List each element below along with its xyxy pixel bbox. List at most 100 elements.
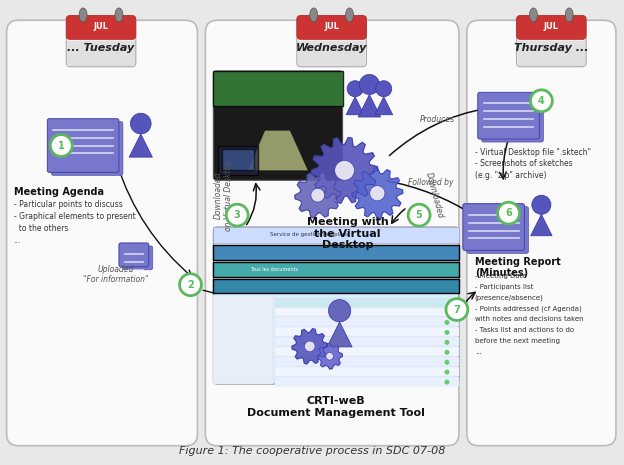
- FancyBboxPatch shape: [467, 206, 529, 253]
- FancyBboxPatch shape: [119, 243, 149, 267]
- FancyBboxPatch shape: [67, 41, 135, 66]
- Circle shape: [180, 274, 202, 296]
- Circle shape: [334, 160, 354, 180]
- Circle shape: [530, 90, 552, 112]
- Text: Figure 1: The cooperative process in SDC 07-08: Figure 1: The cooperative process in SDC…: [178, 445, 445, 456]
- Text: to the others: to the others: [14, 224, 68, 233]
- Ellipse shape: [529, 8, 537, 22]
- Circle shape: [408, 204, 430, 226]
- Polygon shape: [295, 173, 341, 218]
- Text: Downloaded
on Virtual Desktop: Downloaded on Virtual Desktop: [213, 160, 233, 231]
- Ellipse shape: [115, 8, 123, 22]
- Text: (presence/absence): (presence/absence): [475, 295, 544, 301]
- Text: ...: ...: [14, 236, 21, 245]
- Polygon shape: [530, 214, 552, 236]
- FancyBboxPatch shape: [218, 146, 258, 175]
- FancyBboxPatch shape: [222, 148, 254, 170]
- Polygon shape: [346, 97, 364, 115]
- Circle shape: [498, 202, 520, 224]
- Text: JUL: JUL: [544, 22, 559, 32]
- Circle shape: [227, 204, 248, 226]
- Text: with notes and decisions taken: with notes and decisions taken: [475, 317, 583, 323]
- FancyBboxPatch shape: [517, 41, 585, 66]
- Circle shape: [444, 330, 449, 335]
- FancyBboxPatch shape: [482, 95, 544, 142]
- Polygon shape: [292, 329, 328, 364]
- Circle shape: [51, 134, 72, 156]
- Text: before the next meeting: before the next meeting: [475, 339, 560, 345]
- Text: - Particular points to discuss: - Particular points to discuss: [14, 200, 122, 209]
- Text: Produces: Produces: [419, 115, 454, 124]
- Circle shape: [326, 352, 333, 360]
- Text: - Tasks list and actions to do: - Tasks list and actions to do: [475, 327, 574, 333]
- FancyBboxPatch shape: [275, 357, 459, 366]
- Text: - Screenshots of sketches: - Screenshots of sketches: [475, 159, 572, 168]
- FancyBboxPatch shape: [517, 15, 586, 40]
- Polygon shape: [317, 344, 343, 369]
- FancyBboxPatch shape: [517, 15, 586, 67]
- Text: Meeting Agenda: Meeting Agenda: [14, 187, 104, 197]
- Text: 4: 4: [538, 96, 545, 106]
- Text: (e.g. "zip" archive): (e.g. "zip" archive): [475, 172, 546, 180]
- FancyBboxPatch shape: [297, 15, 366, 67]
- FancyBboxPatch shape: [467, 20, 616, 446]
- Text: 5: 5: [416, 210, 422, 220]
- FancyBboxPatch shape: [463, 204, 525, 250]
- Text: - Points addressed (cf Agenda): - Points addressed (cf Agenda): [475, 306, 582, 312]
- Circle shape: [370, 186, 385, 201]
- FancyBboxPatch shape: [275, 338, 459, 346]
- Text: - Virtual Desktop file ".sktech": - Virtual Desktop file ".sktech": [475, 147, 591, 157]
- Text: 6: 6: [505, 208, 512, 218]
- FancyBboxPatch shape: [123, 246, 153, 270]
- FancyBboxPatch shape: [275, 347, 459, 356]
- Ellipse shape: [346, 8, 354, 22]
- FancyBboxPatch shape: [275, 318, 459, 326]
- Circle shape: [446, 299, 468, 320]
- FancyBboxPatch shape: [213, 279, 459, 292]
- Circle shape: [532, 195, 551, 214]
- FancyBboxPatch shape: [275, 307, 459, 317]
- FancyBboxPatch shape: [51, 122, 123, 175]
- Circle shape: [130, 113, 151, 134]
- Circle shape: [444, 370, 449, 375]
- Ellipse shape: [79, 8, 87, 22]
- Circle shape: [444, 360, 449, 365]
- Circle shape: [444, 350, 449, 355]
- Text: JUL: JUL: [94, 22, 109, 32]
- Text: Tous les documents: Tous les documents: [250, 267, 298, 272]
- Text: CRTI-weB
Document Management Tool: CRTI-weB Document Management Tool: [246, 396, 424, 418]
- FancyBboxPatch shape: [47, 119, 119, 173]
- FancyBboxPatch shape: [275, 367, 459, 376]
- Polygon shape: [248, 131, 308, 170]
- FancyBboxPatch shape: [213, 295, 273, 384]
- Circle shape: [305, 341, 315, 352]
- Polygon shape: [311, 138, 378, 203]
- Text: Service de gestion des plans: Service de gestion des plans: [270, 232, 349, 238]
- Text: - Participants list: - Participants list: [475, 284, 533, 290]
- Text: Thursday ...: Thursday ...: [514, 43, 588, 53]
- Text: 7: 7: [454, 305, 461, 314]
- Polygon shape: [374, 97, 392, 115]
- FancyBboxPatch shape: [213, 227, 459, 384]
- FancyBboxPatch shape: [205, 20, 459, 446]
- FancyBboxPatch shape: [66, 15, 136, 40]
- Polygon shape: [352, 168, 403, 219]
- Text: - Graphical elements to present: - Graphical elements to present: [14, 212, 135, 221]
- FancyBboxPatch shape: [298, 41, 366, 66]
- Text: - Meeting Date: - Meeting Date: [475, 273, 527, 279]
- FancyBboxPatch shape: [213, 245, 459, 260]
- Text: Downloaded: Downloaded: [424, 171, 444, 219]
- Text: 1: 1: [58, 140, 65, 151]
- Polygon shape: [327, 322, 352, 347]
- FancyBboxPatch shape: [213, 71, 343, 106]
- Ellipse shape: [310, 8, 318, 22]
- Text: Meeting with
the Virtual
Desktop: Meeting with the Virtual Desktop: [306, 217, 388, 250]
- Circle shape: [311, 188, 324, 202]
- Text: 2: 2: [187, 279, 194, 290]
- Text: JUL: JUL: [324, 22, 339, 32]
- Circle shape: [347, 81, 363, 97]
- Ellipse shape: [565, 8, 573, 22]
- Circle shape: [376, 81, 392, 97]
- Circle shape: [444, 379, 449, 385]
- Circle shape: [444, 340, 449, 345]
